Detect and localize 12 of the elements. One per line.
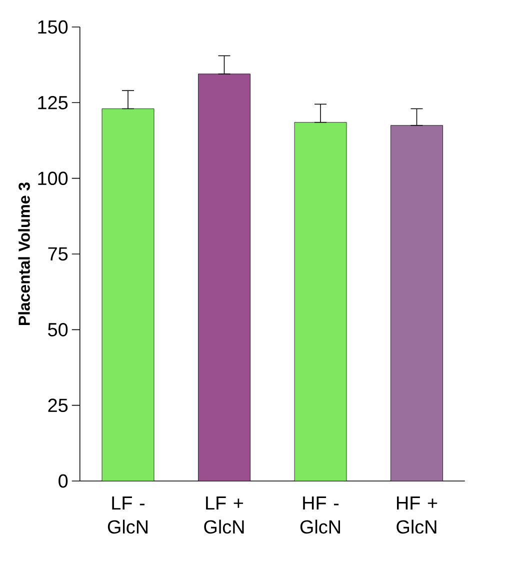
y-tick-label: 125 [38, 96, 68, 110]
y-tick-label: 100 [38, 172, 68, 186]
y-tick-label: 50 [48, 322, 68, 336]
x-tick-label: LF + GlcN [204, 496, 244, 534]
y-tick-label: 150 [38, 20, 68, 34]
y-tick-label: 75 [48, 247, 68, 261]
x-tick-label: HF + GlcN [396, 496, 438, 534]
y-tick-label: 0 [58, 474, 68, 488]
x-tick-label: LF - GlcN [108, 496, 148, 534]
y-axis-title: Placental Volume 3 [18, 182, 30, 325]
y-tick-label: 25 [48, 398, 68, 412]
x-tick-label: HF - GlcN [300, 496, 340, 534]
